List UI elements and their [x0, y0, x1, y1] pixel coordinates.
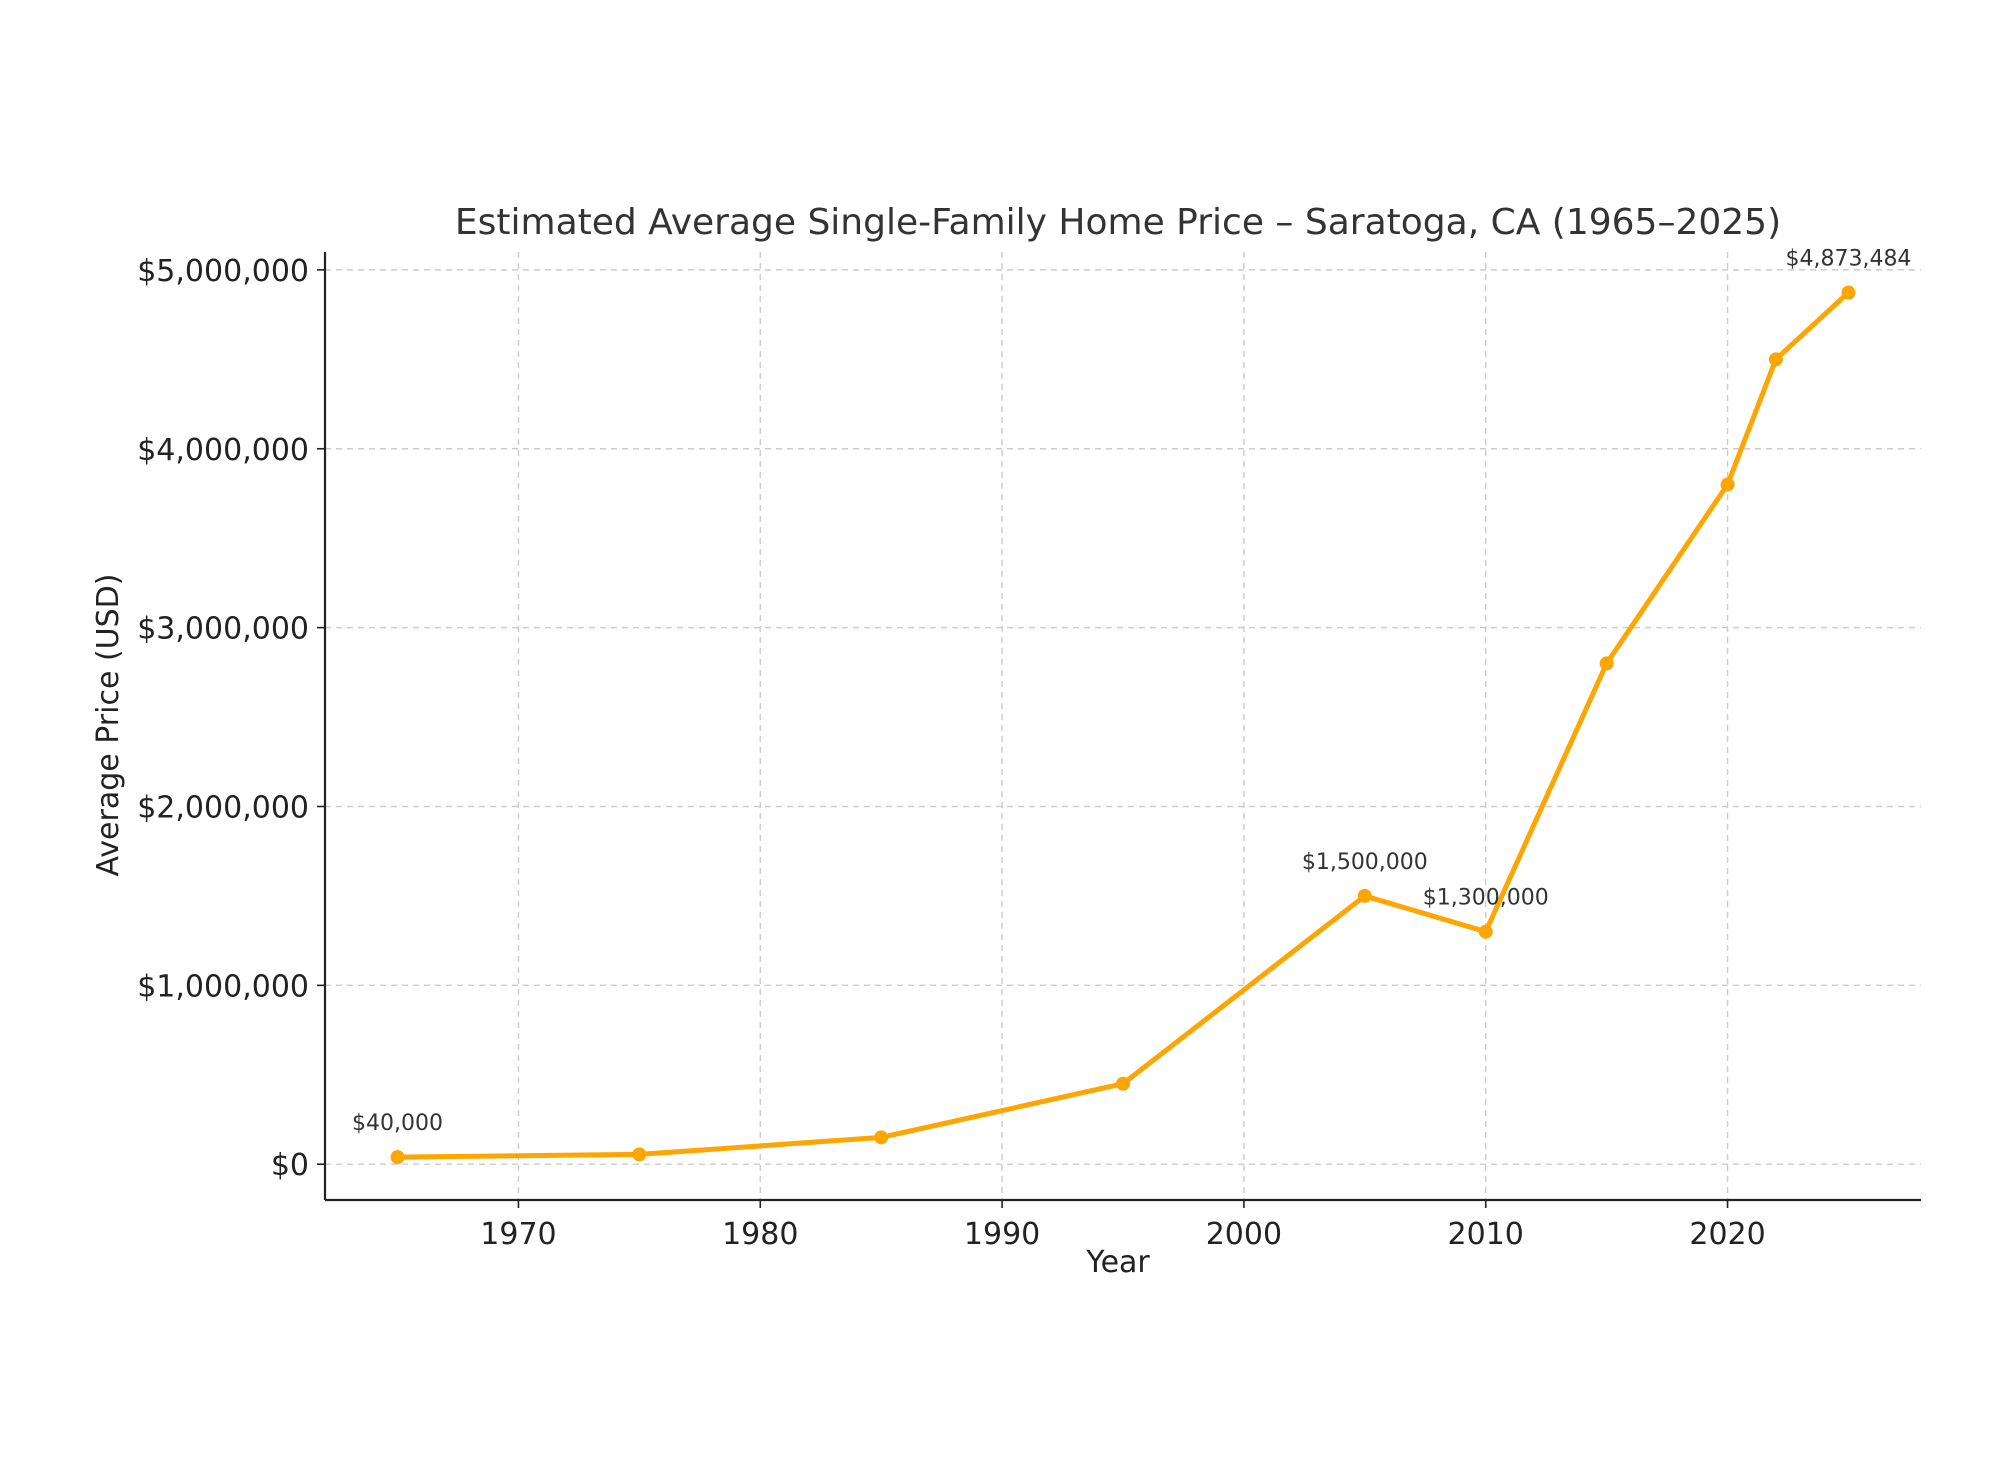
data-label-1965: $40,000 [352, 1111, 443, 1136]
series-line-0 [395, 290, 1851, 1160]
x-tick-label-1990: 1990 [964, 1217, 1040, 1252]
x-tick-label-1970: 1970 [480, 1217, 556, 1252]
data-point-1995 [1116, 1076, 1130, 1091]
x-axis-label: Year [1085, 1245, 1150, 1280]
x-tick-label-2020: 2020 [1689, 1217, 1765, 1252]
data-label-2010: $1,300,000 [1423, 886, 1549, 911]
data-point-1985 [874, 1130, 889, 1145]
data-point-2025 [1841, 285, 1856, 300]
y-tick-label-5: $5,000,000 [137, 254, 309, 289]
y-tick-label-2: $2,000,000 [137, 790, 309, 825]
labels: Estimated Average Single-Family Home Pri… [91, 202, 1911, 1280]
y-tick-label-1: $1,000,000 [137, 969, 309, 1004]
data-point-1975 [632, 1147, 647, 1162]
y-tick-label-3: $3,000,000 [137, 612, 309, 647]
data-point-2010 [1478, 924, 1493, 939]
data-point-1965 [390, 1150, 405, 1165]
y-axis-label: Average Price (USD) [91, 574, 126, 877]
y-tick-label-4: $4,000,000 [137, 433, 309, 468]
x-tick-label-2000: 2000 [1206, 1217, 1282, 1252]
data-point-2022 [1768, 352, 1783, 367]
x-tick-label-2010: 2010 [1448, 1217, 1524, 1252]
axes: 1970 1980 1990 2000 2010 2020 $0 $1,000,000 $2,0… [137, 252, 1921, 1252]
data-point-2020 [1720, 477, 1735, 492]
y-tick-label-0: $0 [271, 1148, 309, 1183]
data-point-2005 [1357, 888, 1372, 903]
x-tick-label-1980: 1980 [722, 1217, 798, 1252]
data-label-2005: $1,500,000 [1302, 850, 1428, 875]
chart-title: Estimated Average Single-Family Home Pri… [455, 202, 1781, 243]
data-point-2015 [1599, 656, 1614, 671]
series [390, 285, 1856, 1165]
grid [325, 252, 1921, 1200]
data-label-2025: $4,873,484 [1785, 247, 1911, 272]
